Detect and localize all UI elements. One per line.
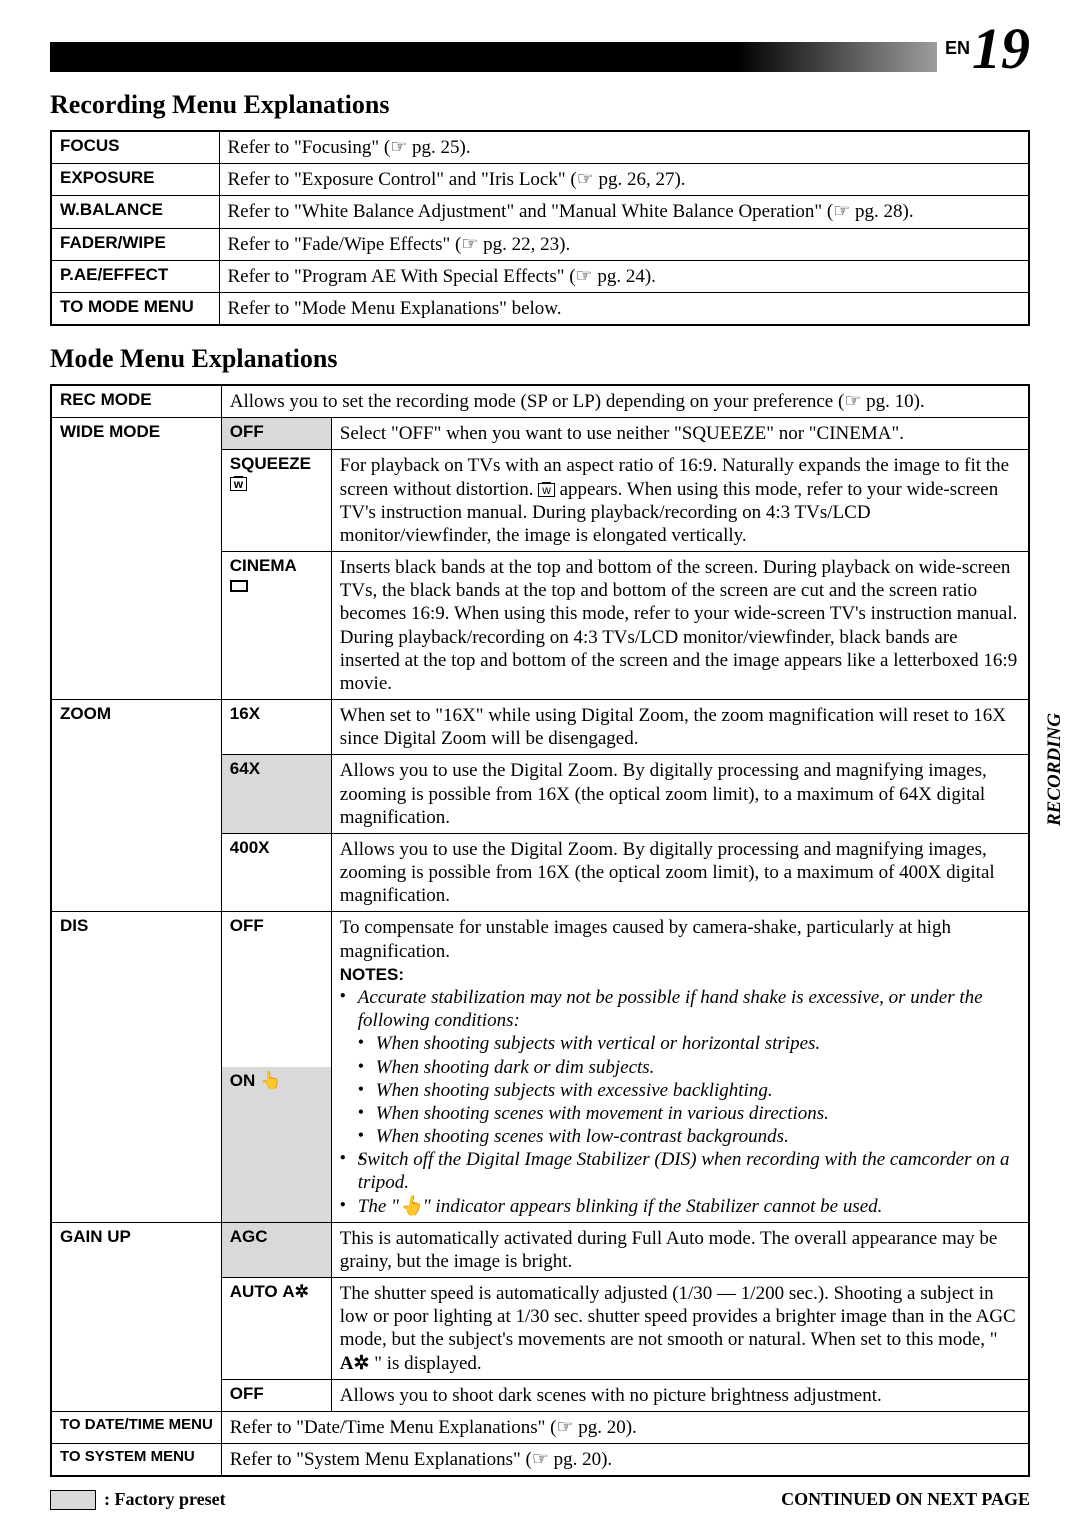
zoom-label: ZOOM [51,700,221,912]
auto-gain-icon: A✲ [282,1282,309,1301]
row-label: W.BALANCE [51,196,219,228]
table-row: W.BALANCERefer to "White Balance Adjustm… [51,196,1029,228]
gainup-off-desc: Allows you to shoot dark scenes with no … [331,1379,1029,1411]
table-row: FADER/WIPERefer to "Fade/Wipe Effects" (… [51,228,1029,260]
table-row: GAIN UP AGC This is automatically activa… [51,1222,1029,1277]
squeeze-label: SQUEEZE [230,454,311,473]
zoom-64x-desc: Allows you to use the Digital Zoom. By d… [331,755,1029,834]
rec-mode-label: REC MODE [51,385,221,418]
row-desc: Refer to "White Balance Adjustment" and … [219,196,1029,228]
lang-label: EN [945,38,970,58]
preset-label: : Factory preset [104,1489,226,1510]
row-label: P.AE/EFFECT [51,260,219,292]
stabilizer-icon: 👆 [399,1196,423,1217]
row-label: FADER/WIPE [51,228,219,260]
manual-page: EN19 Recording Menu Explanations FOCUSRe… [0,0,1080,1510]
row-label: TO MODE MENU [51,292,219,325]
section1-title: Recording Menu Explanations [50,90,1030,120]
zoom-64x-opt: 64X [221,755,331,834]
table-row: TO MODE MENURefer to "Mode Menu Explanat… [51,292,1029,325]
gainup-label: GAIN UP [51,1222,221,1411]
table-row: REC MODE Allows you to set the recording… [51,385,1029,418]
row-label: EXPOSURE [51,164,219,196]
dis-desc: To compensate for unstable images caused… [331,912,1029,1222]
wide-squeeze-opt: SQUEEZE w [221,450,331,552]
row-desc: Refer to "Exposure Control" and "Iris Lo… [219,164,1029,196]
notes-label: NOTES: [340,965,404,984]
wide-off-desc: Select "OFF" when you want to use neithe… [331,418,1029,450]
zoom-400x-opt: 400X [221,833,331,912]
wide-off-opt: OFF [221,418,331,450]
continued-label: CONTINUED ON NEXT PAGE [781,1489,1030,1510]
section2-title: Mode Menu Explanations [50,344,1030,374]
zoom-16x-desc: When set to "16X" while using Digital Zo… [331,700,1029,755]
stabilizer-icon: 👆 [260,1071,281,1090]
table-row: ZOOM 16X When set to "16X" while using D… [51,700,1029,755]
page-footer: : Factory preset CONTINUED ON NEXT PAGE [50,1489,1030,1510]
row-desc: Refer to "Focusing" (☞ pg. 25). [219,131,1029,164]
wide-mode-label: WIDE MODE [51,418,221,700]
gainup-auto-desc: The shutter speed is automatically adjus… [331,1278,1029,1380]
row-desc: Refer to "Fade/Wipe Effects" (☞ pg. 22, … [219,228,1029,260]
zoom-400x-desc: Allows you to use the Digital Zoom. By d… [331,833,1029,912]
dis-notes-list: Accurate stabilization may not be possib… [340,986,1020,1218]
squeeze-icon: w [230,477,247,491]
dis-off-opt: OFF [221,912,331,1067]
auto-gain-inline-icon: A✲ [340,1353,370,1374]
row-label: FOCUS [51,131,219,164]
mode-menu-table: REC MODE Allows you to set the recording… [50,384,1030,1477]
table-row: TO SYSTEM MENU Refer to "System Menu Exp… [51,1444,1029,1477]
gainup-agc-opt: AGC [221,1222,331,1277]
system-menu-label: TO SYSTEM MENU [51,1444,221,1477]
squeeze-inline-icon: w [538,483,555,497]
row-desc: Refer to "Mode Menu Explanations" below. [219,292,1029,325]
header-bar: EN19 [50,42,1030,72]
table-row: DIS OFF To compensate for unstable image… [51,912,1029,1067]
page-num-value: 19 [972,16,1030,81]
date-menu-label: TO DATE/TIME MENU [51,1411,221,1443]
zoom-16x-opt: 16X [221,700,331,755]
footer-left: : Factory preset [50,1489,226,1510]
gainup-off-opt: OFF [221,1379,331,1411]
gainup-agc-desc: This is automatically activated during F… [331,1222,1029,1277]
dis-label: DIS [51,912,221,1222]
rec-mode-desc: Allows you to set the recording mode (SP… [221,385,1029,418]
table-row: EXPOSURERefer to "Exposure Control" and … [51,164,1029,196]
cinema-label: CINEMA [230,556,297,575]
date-menu-desc: Refer to "Date/Time Menu Explanations" (… [221,1411,1029,1443]
dis-on-opt: ON 👆 [221,1067,331,1222]
side-tab-recording: RECORDING [1042,700,1068,840]
wide-squeeze-desc: For playback on TVs with an aspect ratio… [331,450,1029,552]
wide-cinema-opt: CINEMA [221,552,331,700]
preset-swatch [50,1490,96,1510]
wide-cinema-desc: Inserts black bands at the top and botto… [331,552,1029,700]
page-number: EN19 [937,15,1030,82]
system-menu-desc: Refer to "System Menu Explanations" (☞ p… [221,1444,1029,1477]
table-row: WIDE MODE OFF Select "OFF" when you want… [51,418,1029,450]
row-desc: Refer to "Program AE With Special Effect… [219,260,1029,292]
table-row: TO DATE/TIME MENU Refer to "Date/Time Me… [51,1411,1029,1443]
table-row: FOCUSRefer to "Focusing" (☞ pg. 25). [51,131,1029,164]
cinema-icon [230,580,248,592]
recording-menu-table: FOCUSRefer to "Focusing" (☞ pg. 25). EXP… [50,130,1030,326]
gainup-auto-opt: AUTO A✲ [221,1278,331,1380]
table-row: P.AE/EFFECTRefer to "Program AE With Spe… [51,260,1029,292]
